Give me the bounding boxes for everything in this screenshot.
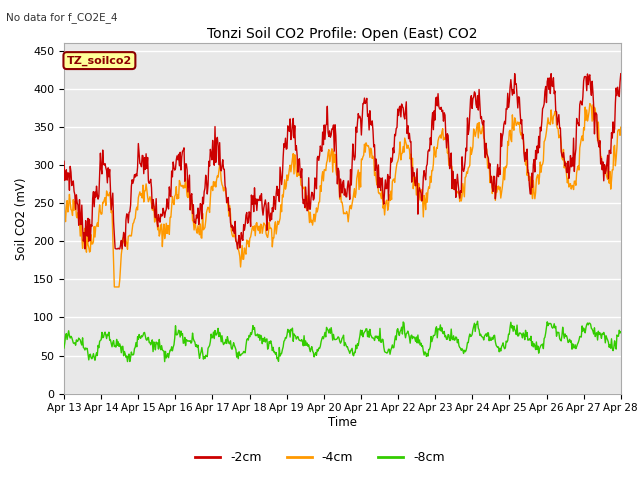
Title: Tonzi Soil CO2 Profile: Open (East) CO2: Tonzi Soil CO2 Profile: Open (East) CO2	[207, 27, 477, 41]
Y-axis label: Soil CO2 (mV): Soil CO2 (mV)	[15, 177, 28, 260]
Legend: -2cm, -4cm, -8cm: -2cm, -4cm, -8cm	[190, 446, 450, 469]
Text: No data for f_CO2E_4: No data for f_CO2E_4	[6, 12, 118, 23]
Text: TZ_soilco2: TZ_soilco2	[67, 56, 132, 66]
X-axis label: Time: Time	[328, 416, 357, 429]
